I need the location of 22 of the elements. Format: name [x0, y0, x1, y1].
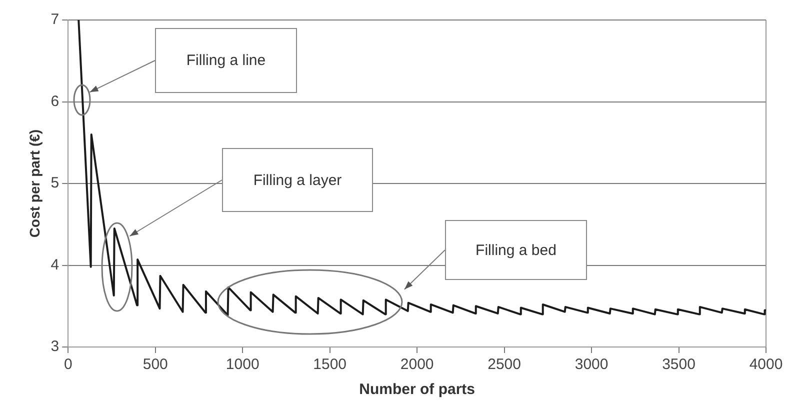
x-tick-label: 500: [142, 356, 168, 374]
y-tick-label: 4: [50, 256, 60, 274]
note-box: Filling a bed: [445, 220, 587, 280]
x-tick-label: 2500: [488, 356, 521, 374]
note-box: Filling a layer: [222, 148, 373, 212]
note-box: Filling a line: [155, 28, 297, 93]
annotation: Filling a bed: [476, 242, 556, 258]
x-tick-label: 1500: [313, 356, 347, 374]
y-axis-title: Cost per part (€): [26, 129, 42, 238]
x-tick-label: 1000: [226, 356, 260, 374]
annotation: Filling a layer: [253, 172, 342, 188]
y-tick-label: 5: [50, 174, 60, 192]
y-tick-label: 3: [50, 338, 60, 356]
y-tick-label: 7: [50, 11, 60, 28]
x-tick-label: 3000: [574, 356, 608, 374]
x-tick-label: 4000: [749, 356, 783, 374]
y-tick-label: 6: [50, 92, 60, 110]
x-tick-label: 0: [64, 356, 72, 374]
x-tick-label: 3500: [662, 356, 696, 374]
x-axis-title: Number of parts: [359, 381, 475, 398]
x-tick-label: 2000: [400, 356, 434, 374]
annotation: Filling a line: [186, 52, 266, 69]
